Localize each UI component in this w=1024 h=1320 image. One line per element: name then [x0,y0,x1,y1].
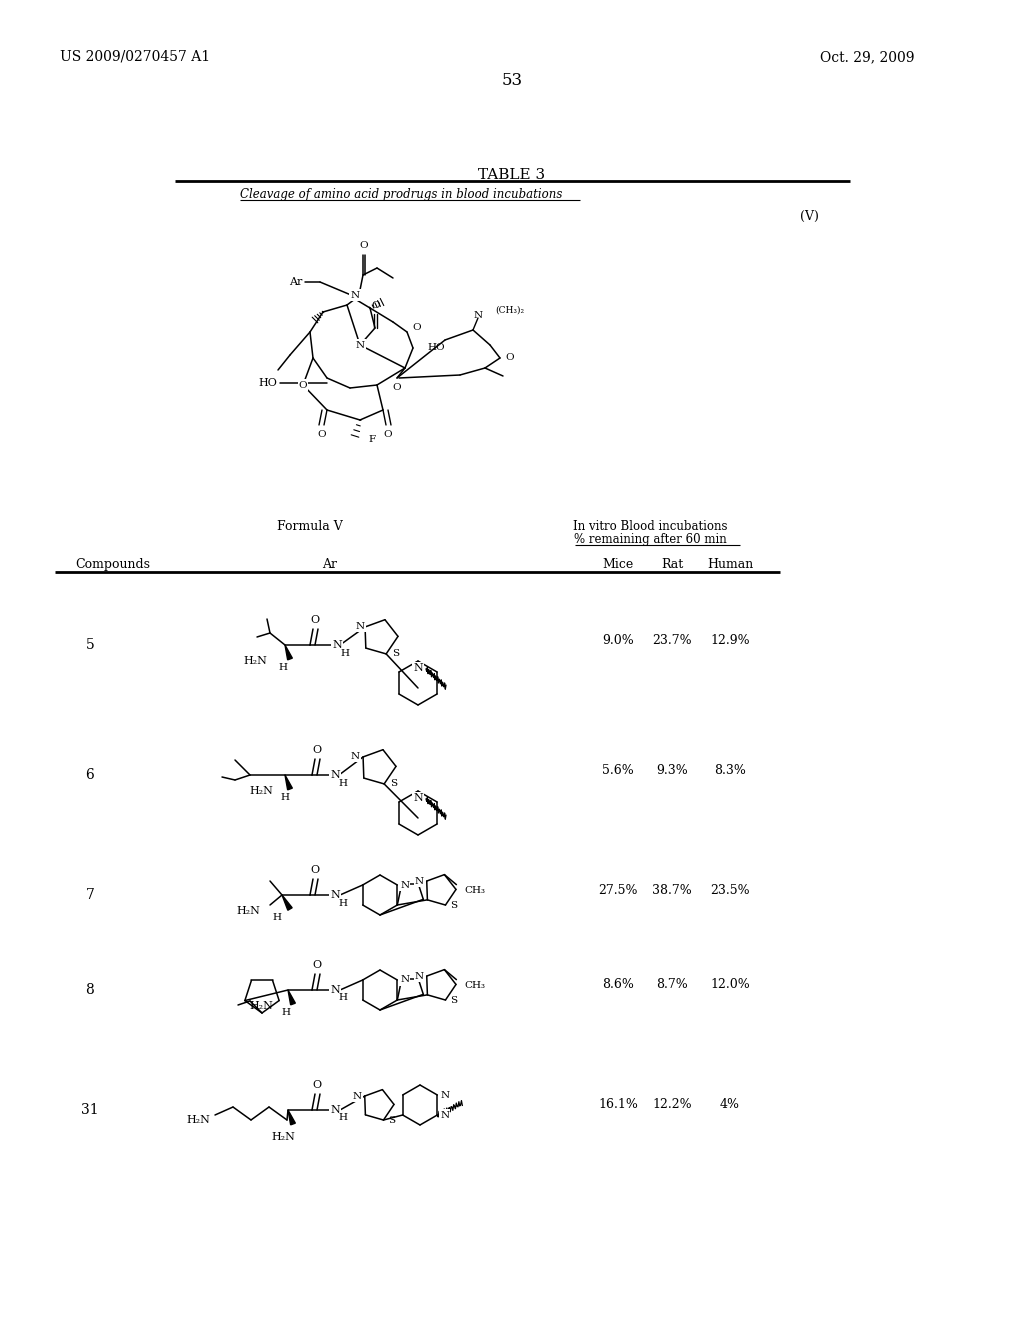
Text: S: S [388,1115,395,1125]
Text: O: O [372,301,380,310]
Text: H₂N: H₂N [271,1133,295,1142]
Polygon shape [288,1110,295,1125]
Text: S: S [392,649,399,659]
Text: N: N [330,1105,340,1115]
Text: N: N [350,290,359,300]
Text: % remaining after 60 min: % remaining after 60 min [573,533,726,546]
Text: H₂N: H₂N [243,656,267,667]
Text: HO: HO [427,342,445,351]
Text: N: N [413,663,423,673]
Text: US 2009/0270457 A1: US 2009/0270457 A1 [60,50,210,63]
Text: 9.0%: 9.0% [602,634,634,647]
Text: N: N [473,310,482,319]
Text: N: N [415,972,424,981]
Text: O: O [505,354,514,363]
Text: N: N [400,975,410,985]
Text: 8.6%: 8.6% [602,978,634,991]
Text: F: F [368,436,375,444]
Text: 8.7%: 8.7% [656,978,688,991]
Text: O: O [312,744,322,755]
Text: S: S [451,995,458,1005]
Polygon shape [285,645,293,660]
Text: N: N [356,623,366,631]
Text: (V): (V) [800,210,819,223]
Text: 23.7%: 23.7% [652,634,692,647]
Text: Cleavage of amino acid prodrugs in blood incubations: Cleavage of amino acid prodrugs in blood… [240,187,562,201]
Text: 12.9%: 12.9% [711,634,750,647]
Text: Rat: Rat [660,558,683,572]
Text: S: S [451,900,458,909]
Text: O: O [384,430,392,440]
Text: 9.3%: 9.3% [656,763,688,776]
Text: H: H [282,1008,291,1016]
Text: In vitro Blood incubations: In vitro Blood incubations [572,520,727,533]
Text: H: H [339,994,347,1002]
Text: Human: Human [707,558,753,572]
Text: 5: 5 [86,638,94,652]
Text: 38.7%: 38.7% [652,883,692,896]
Text: O: O [310,615,319,624]
Text: 12.2%: 12.2% [652,1098,692,1111]
Text: Compounds: Compounds [75,558,150,572]
Text: Ar: Ar [289,277,302,286]
Text: O: O [317,430,327,440]
Text: HO: HO [258,378,278,388]
Text: H: H [272,913,282,921]
Text: CH₃: CH₃ [465,981,485,990]
Text: O: O [359,242,369,249]
Text: H: H [341,648,349,657]
Text: H: H [339,899,347,908]
Text: 12.0%: 12.0% [710,978,750,991]
Text: N: N [415,876,424,886]
Text: 8: 8 [86,983,94,997]
Text: N: N [351,752,360,762]
Text: 31: 31 [81,1104,98,1117]
Text: Oct. 29, 2009: Oct. 29, 2009 [820,50,914,63]
Text: N: N [413,793,423,803]
Text: N: N [352,1092,361,1101]
Text: CH₃: CH₃ [465,886,485,895]
Text: H₂N: H₂N [186,1115,210,1125]
Polygon shape [285,775,293,789]
Text: N: N [440,1110,450,1119]
Text: O: O [299,380,307,389]
Text: H₂N: H₂N [249,785,273,796]
Text: H: H [339,1114,347,1122]
Text: O: O [310,865,319,875]
Text: N: N [332,640,342,649]
Text: N: N [330,985,340,995]
Text: N: N [330,890,340,900]
Text: 4%: 4% [720,1098,740,1111]
Text: N: N [440,1090,450,1100]
Text: H: H [279,663,288,672]
Text: H₂N: H₂N [237,906,260,916]
Text: 23.5%: 23.5% [711,883,750,896]
Text: 27.5%: 27.5% [598,883,638,896]
Text: O: O [392,383,401,392]
Text: 8.3%: 8.3% [714,763,745,776]
Text: O: O [312,1080,322,1090]
Text: H: H [339,779,347,788]
Text: O: O [412,323,421,333]
Text: 5.6%: 5.6% [602,763,634,776]
Polygon shape [282,895,292,911]
Text: 16.1%: 16.1% [598,1098,638,1111]
Text: O: O [312,960,322,970]
Text: Formula V: Formula V [278,520,343,533]
Text: N: N [330,770,340,780]
Text: S: S [390,779,397,788]
Text: H: H [281,793,290,803]
Text: (CH₃)₂: (CH₃)₂ [495,305,524,314]
Text: H₂N: H₂N [249,1001,273,1011]
Text: N: N [400,880,410,890]
Text: TABLE 3: TABLE 3 [478,168,546,182]
Text: Ar: Ar [323,558,338,572]
Text: 6: 6 [86,768,94,781]
Text: 53: 53 [502,73,522,88]
Text: Mice: Mice [602,558,634,572]
Polygon shape [288,990,295,1005]
Text: 7: 7 [86,888,94,902]
Text: N: N [355,341,365,350]
